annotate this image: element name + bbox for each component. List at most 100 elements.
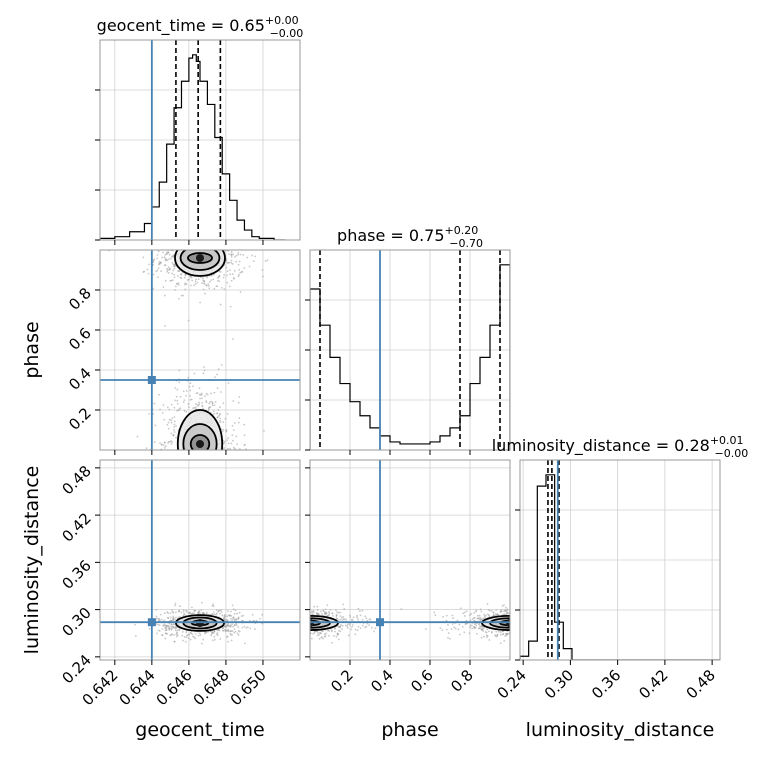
sample-point bbox=[516, 616, 518, 618]
sample-point bbox=[357, 625, 360, 628]
sample-point bbox=[231, 623, 233, 626]
sample-point bbox=[217, 482, 219, 484]
sample-point bbox=[533, 623, 535, 625]
sample-point bbox=[292, 629, 294, 631]
sample-point bbox=[213, 248, 215, 250]
sample-point bbox=[233, 631, 236, 634]
sample-point bbox=[305, 613, 307, 615]
sample-point bbox=[163, 294, 166, 297]
sample-point bbox=[230, 615, 233, 617]
sample-point bbox=[195, 473, 197, 475]
sample-point bbox=[520, 613, 522, 615]
sample-point bbox=[213, 246, 215, 248]
sample-point bbox=[311, 610, 313, 613]
y-axis-label-phase: phase bbox=[21, 321, 43, 378]
sample-point bbox=[516, 623, 518, 625]
sample-point bbox=[543, 631, 545, 633]
sample-point bbox=[337, 612, 340, 614]
sample-point bbox=[343, 608, 346, 610]
sample-point bbox=[169, 616, 172, 619]
sample-point bbox=[492, 611, 495, 614]
sample-point bbox=[192, 233, 194, 235]
sample-point bbox=[534, 628, 536, 630]
sample-point bbox=[203, 237, 205, 239]
sample-point bbox=[303, 620, 305, 622]
sample-point bbox=[162, 404, 165, 406]
sample-point bbox=[532, 615, 534, 617]
sample-point bbox=[170, 623, 173, 626]
sample-point bbox=[235, 622, 238, 625]
sample-point bbox=[189, 382, 192, 385]
sample-point bbox=[184, 640, 187, 643]
sample-point bbox=[210, 236, 212, 238]
sample-point bbox=[359, 614, 362, 617]
sample-point bbox=[207, 283, 210, 286]
y-tick-label: 0.2 bbox=[65, 404, 95, 434]
sample-point bbox=[229, 634, 232, 636]
sample-point bbox=[504, 606, 507, 609]
sample-point bbox=[282, 633, 284, 635]
sample-point bbox=[291, 616, 293, 618]
sample-point bbox=[166, 633, 169, 635]
sample-point bbox=[475, 624, 478, 627]
sample-point bbox=[283, 628, 285, 630]
sample-point bbox=[302, 619, 304, 621]
sample-point bbox=[192, 635, 194, 638]
sample-point bbox=[358, 610, 361, 612]
sample-point bbox=[174, 285, 177, 288]
sample-point bbox=[169, 612, 172, 615]
sample-point bbox=[525, 615, 527, 617]
sample-point bbox=[202, 638, 205, 641]
sample-point bbox=[280, 623, 282, 625]
sample-point bbox=[223, 288, 226, 290]
sample-point bbox=[231, 235, 233, 237]
sample-point bbox=[488, 615, 491, 618]
sample-point bbox=[356, 616, 358, 619]
sample-point bbox=[190, 472, 192, 474]
sample-point bbox=[283, 629, 285, 631]
sample-point bbox=[465, 619, 468, 622]
sample-point bbox=[203, 453, 205, 455]
sample-point bbox=[369, 618, 372, 621]
sample-point bbox=[198, 403, 201, 406]
sample-point bbox=[222, 229, 224, 231]
sample-point bbox=[488, 630, 490, 633]
sample-point bbox=[222, 480, 224, 482]
sample-point bbox=[188, 637, 190, 640]
sample-point bbox=[349, 614, 351, 617]
sample-point bbox=[526, 615, 528, 617]
sample-point bbox=[157, 502, 159, 504]
sample-point bbox=[464, 611, 466, 614]
sample-point bbox=[233, 613, 236, 615]
sample-point bbox=[168, 253, 171, 256]
sample-point bbox=[521, 623, 523, 625]
sample-point bbox=[231, 243, 233, 245]
sample-point bbox=[512, 631, 514, 633]
sample-point bbox=[204, 292, 206, 295]
sample-point bbox=[219, 406, 221, 409]
sample-point bbox=[171, 417, 174, 419]
sample-point bbox=[525, 632, 527, 634]
sample-point bbox=[303, 619, 305, 621]
sample-point bbox=[266, 624, 268, 626]
sample-point bbox=[289, 625, 291, 627]
sample-point bbox=[179, 241, 181, 243]
sample-point bbox=[254, 612, 256, 614]
sample-point bbox=[286, 617, 288, 619]
sample-point bbox=[305, 628, 307, 630]
sample-point bbox=[471, 618, 474, 621]
sample-point bbox=[280, 610, 282, 612]
sample-point bbox=[305, 614, 307, 616]
sample-point bbox=[293, 625, 295, 627]
sample-point bbox=[240, 615, 243, 618]
sample-point bbox=[477, 614, 479, 617]
sample-point bbox=[158, 516, 160, 518]
sample-point bbox=[224, 478, 226, 480]
x-axis-label-geocent-time: geocent_time bbox=[135, 719, 264, 741]
sample-point bbox=[304, 627, 306, 629]
x-tick-label: 0.6 bbox=[407, 666, 437, 696]
sample-point bbox=[512, 623, 514, 625]
sample-point bbox=[298, 624, 300, 626]
sample-point bbox=[195, 470, 197, 472]
sample-point bbox=[400, 608, 403, 610]
